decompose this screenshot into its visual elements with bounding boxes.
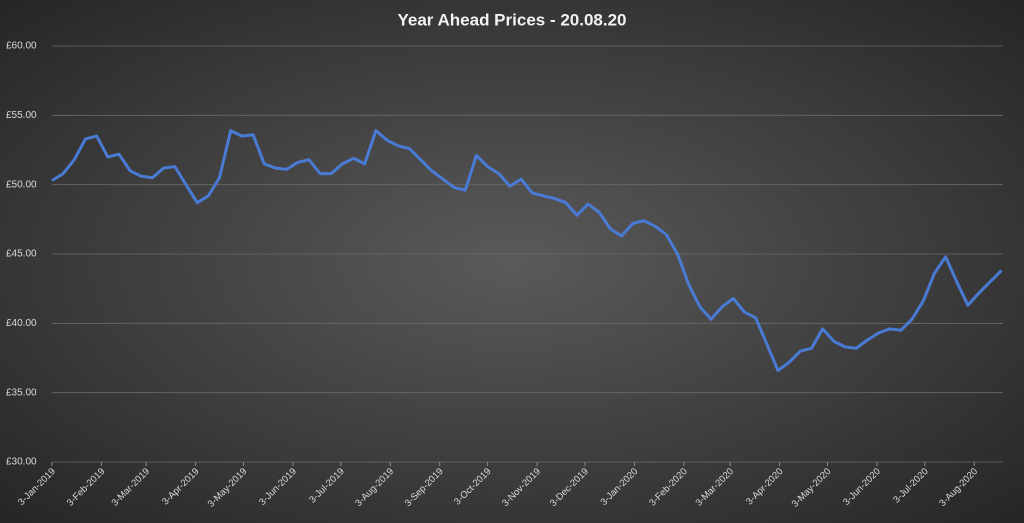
y-tick-label: £35.00 [6, 387, 37, 398]
y-tick-label: £60.00 [6, 41, 37, 52]
y-tick-label: £30.00 [6, 457, 37, 468]
price-line [51, 129, 1003, 372]
chart-title: Year Ahead Prices - 20.08.20 [397, 10, 626, 29]
y-tick-label: £40.00 [6, 318, 37, 329]
y-tick-label: £45.00 [6, 249, 37, 260]
y-tick-label: £50.00 [6, 179, 37, 190]
y-tick-label: £55.00 [6, 110, 37, 121]
